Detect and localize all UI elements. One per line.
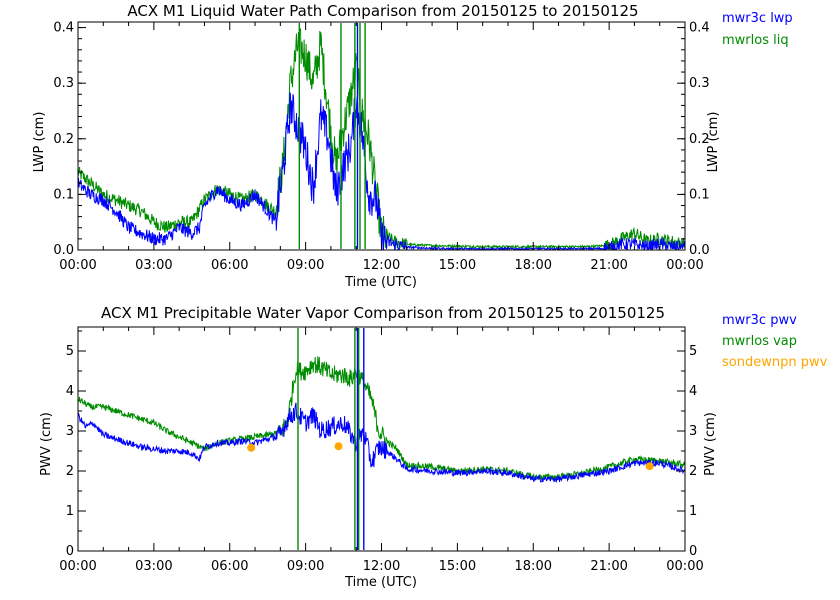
pwv-chart-title: ACX M1 Precipitable Water Vapor Comparis… <box>101 304 665 322</box>
pwv-line-mwr3c <box>77 402 686 483</box>
lwp-y-tick-label-right: 0.1 <box>689 187 710 202</box>
pwv-y-tick-label-left: 4 <box>66 384 74 399</box>
pwv-y-tick-label-right: 1 <box>689 504 697 519</box>
pwv-x-ticks: 00:00 03:00 06:00 09:00 12:00 15:00 18:00 21:00… <box>59 327 704 574</box>
pwv-legend: mwr3c pwv mwrlos vap sondewnpn pwv <box>722 313 828 370</box>
pwv-legend-mwr3c: mwr3c pwv <box>722 313 797 328</box>
pwv-x-tick-label: 00:00 <box>59 559 96 574</box>
pwv-x-tick-label: 18:00 <box>515 559 552 574</box>
pwv-panel: ACX M1 Precipitable Water Vapor Comparis… <box>39 304 828 590</box>
pwv-y-tick-label-right: 4 <box>689 384 697 399</box>
pwv-y-tick-label-left: 1 <box>66 504 74 519</box>
pwv-legend-sonde: sondewnpn pwv <box>722 355 828 370</box>
lwp-x-tick-label: 12:00 <box>363 258 400 273</box>
lwp-x-tick-label: 09:00 <box>287 258 324 273</box>
pwv-y-ticks-left: 0 1 2 3 4 5 <box>66 330 86 559</box>
lwp-legend-mwrlos: mwrlos liq <box>722 33 789 48</box>
pwv-line-mwrlos <box>77 356 686 481</box>
pwv-series-layer <box>77 356 686 483</box>
pwv-x-tick-label: 21:00 <box>590 559 627 574</box>
lwp-y-tick-label-right: 0.2 <box>689 132 710 147</box>
lwp-y-axis-label-right: LWP (cm) <box>706 112 721 173</box>
pwv-y-axis-label-right: PWV (cm) <box>703 412 718 476</box>
lwp-x-tick-label: 00:00 <box>59 258 96 273</box>
lwp-x-tick-label: 15:00 <box>439 258 476 273</box>
pwv-legend-mwrlos: mwrlos vap <box>722 334 797 349</box>
pwv-y-tick-label-left: 5 <box>66 344 74 359</box>
lwp-x-tick-label: 03:00 <box>135 258 172 273</box>
pwv-y-axis-label-left: PWV (cm) <box>39 412 54 476</box>
lwp-x-tick-label: 00:00 <box>666 258 703 273</box>
pwv-y-tick-label-right: 5 <box>689 344 697 359</box>
pwv-x-tick-label: 15:00 <box>439 559 476 574</box>
lwp-y-tick-label-left: 0.1 <box>53 187 74 202</box>
lwp-x-axis-label: Time (UTC) <box>344 275 417 290</box>
lwp-chart-title: ACX M1 Liquid Water Path Comparison from… <box>127 2 638 20</box>
sonde-point-2 <box>334 442 343 451</box>
lwp-y-tick-label-right: 0.3 <box>689 76 710 91</box>
lwp-x-tick-label: 06:00 <box>211 258 248 273</box>
lwp-y-tick-label-left: 0.2 <box>53 132 74 147</box>
pwv-y-tick-label-right: 0 <box>689 544 697 559</box>
pwv-y-tick-label-left: 3 <box>66 424 74 439</box>
pwv-y-tick-label-left: 0 <box>66 544 74 559</box>
lwp-x-tick-label: 21:00 <box>590 258 627 273</box>
pwv-x-tick-label: 03:00 <box>135 559 172 574</box>
pwv-x-tick-label: 00:00 <box>666 559 703 574</box>
lwp-y-ticks-left: 0.0 0.1 0.2 0.3 0.4 <box>53 21 86 258</box>
pwv-x-axis-label: Time (UTC) <box>344 575 417 590</box>
pwv-sonde-layer <box>247 442 654 471</box>
pwv-y-ticks-right: 0 1 2 3 4 5 <box>677 330 697 559</box>
lwp-spikes-layer <box>298 23 366 249</box>
lwp-legend-mwr3c: mwr3c lwp <box>722 11 793 26</box>
pwv-y-tick-label-right: 2 <box>689 464 697 479</box>
lwp-y-axis-label-left: LWP (cm) <box>32 112 47 173</box>
lwp-y-tick-label-left: 0.4 <box>53 21 74 36</box>
lwp-x-tick-label: 18:00 <box>515 258 552 273</box>
pwv-x-tick-label: 09:00 <box>287 559 324 574</box>
lwp-y-tick-label-left: 0.0 <box>53 243 74 258</box>
pwv-x-tick-label: 12:00 <box>363 559 400 574</box>
pwv-y-tick-label-left: 2 <box>66 464 74 479</box>
sonde-point-1 <box>247 443 256 452</box>
lwp-y-ticks-right: 0.0 0.1 0.2 0.3 0.4 <box>677 21 710 258</box>
lwp-y-tick-label-right: 0.4 <box>689 21 710 36</box>
lwp-y-tick-label-right: 0.0 <box>689 243 710 258</box>
lwp-legend: mwr3c lwp mwrlos liq <box>722 11 793 48</box>
sonde-point-3 <box>645 462 654 471</box>
pwv-x-tick-label: 06:00 <box>211 559 248 574</box>
pwv-spikes-layer <box>297 328 365 550</box>
pwv-y-tick-label-right: 3 <box>689 424 697 439</box>
lwp-panel: ACX M1 Liquid Water Path Comparison from… <box>32 2 793 290</box>
lwp-y-tick-label-left: 0.3 <box>53 76 74 91</box>
lwp-x-ticks: 00:00 03:00 06:00 09:00 12:00 15:00 18:00 21:00… <box>59 22 704 273</box>
